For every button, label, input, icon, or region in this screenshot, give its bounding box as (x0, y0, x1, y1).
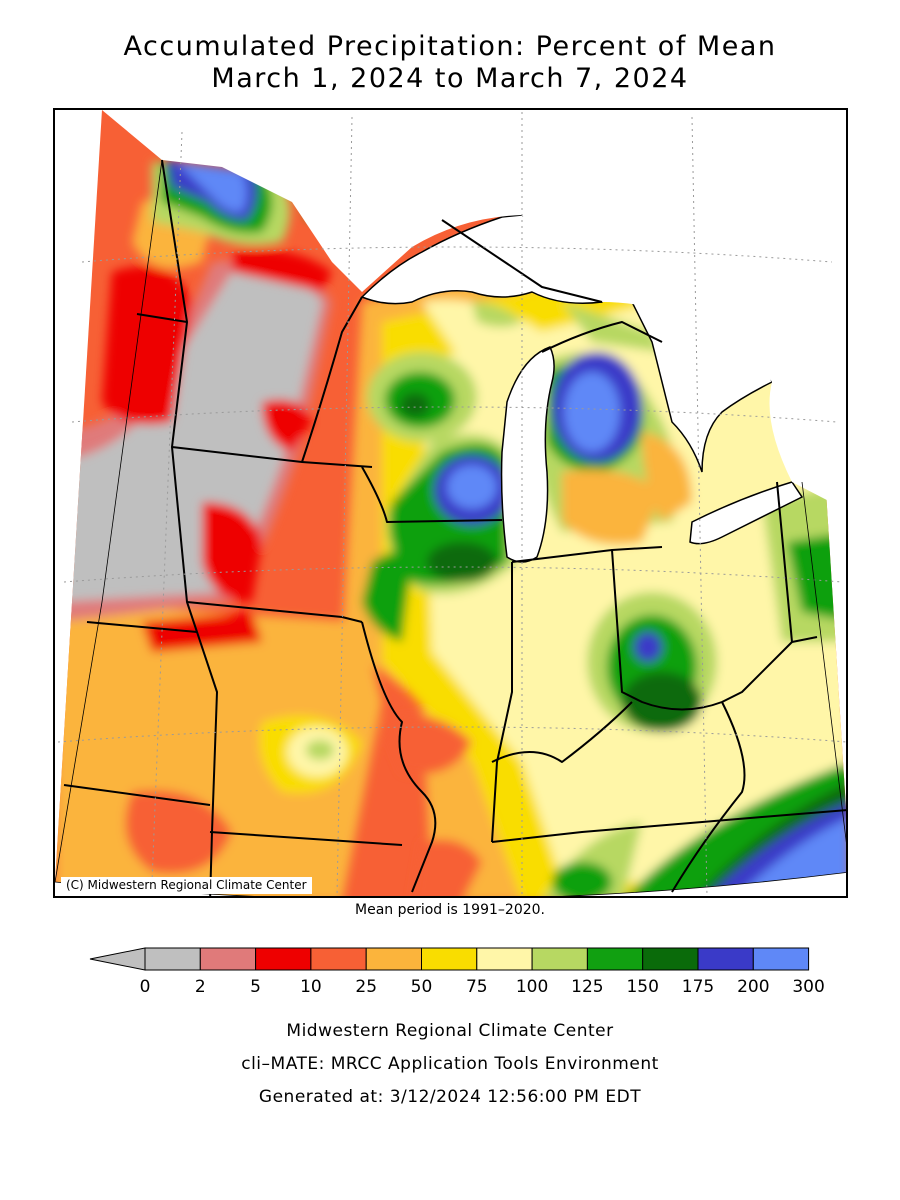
color-legend: 0 2 5 10 25 50 75 100 125 150 175 200 300 (89, 947, 825, 997)
boundary-mississippi (361, 621, 437, 893)
legend-tick-label: 125 (571, 977, 603, 997)
field-sw-wi-green (362, 552, 412, 642)
legend-tick-label: 150 (626, 977, 658, 997)
field-dry-gray (55, 272, 322, 602)
canada-unshaded (102, 110, 846, 510)
footer-organization: Midwestern Regional Climate Center (286, 1021, 614, 1041)
field-in-dark-blue (634, 632, 662, 662)
boundary-oh-pa (776, 481, 793, 643)
field-southern-il-orange-red (412, 839, 482, 896)
field-nw-blue (177, 162, 247, 213)
field-up-yellow (422, 300, 562, 372)
field-stl-orange-red (382, 715, 472, 774)
mean-period-note: Mean period is 1991–2020. (355, 902, 545, 918)
footer-generated-time: Generated at: 3/12/2024 12:56:00 PM EDT (258, 1087, 642, 1107)
boundary-west (161, 159, 218, 896)
boundary-mn-wi (301, 296, 363, 463)
legend-swatch (476, 947, 533, 971)
boundary-ne-ks (86, 621, 198, 633)
legend-tick-label: 10 (300, 977, 322, 997)
boundary-ia-mo (186, 601, 363, 623)
map-title: Accumulated Precipitation: Percent of Me… (123, 31, 777, 62)
legend-tick-label: 25 (355, 977, 377, 997)
map-canvas (55, 110, 846, 896)
legend-tick-label: 175 (682, 977, 714, 997)
legend-swatch (255, 947, 312, 971)
boundary-il-in (491, 562, 513, 843)
legend-tick-label: 5 (250, 977, 261, 997)
lat-lon-grid (57, 112, 846, 896)
field-il-dark-green (427, 542, 497, 582)
copyright-label: (C) Midwestern Regional Climate Center (61, 877, 312, 894)
boundary-ohio-river (491, 701, 633, 763)
field-wi-dark-green (400, 393, 430, 417)
legend-swatch (752, 947, 810, 971)
field-ne-red (142, 612, 262, 652)
boundary-ky-va (671, 701, 746, 893)
legend-tick-label: 75 (466, 977, 488, 997)
legend-arrow (89, 947, 146, 971)
precipitation-map: (C) Midwestern Regional Climate Center (53, 108, 848, 898)
legend-swatch (642, 947, 699, 971)
state-boundaries (63, 159, 846, 896)
field-mi-orange (562, 469, 662, 545)
legend-tick-label: 2 (195, 977, 206, 997)
field-mn-red (262, 399, 312, 452)
boundary-in-oh-ky (611, 549, 818, 711)
legend-tick-label: 100 (516, 977, 548, 997)
lake-erie (689, 481, 804, 545)
legend-swatch (531, 947, 588, 971)
field-up-green (472, 302, 522, 327)
field-nw-mn-red (232, 249, 332, 292)
field-sw-mo-orange-red (125, 790, 232, 874)
legend-swatch (199, 947, 257, 971)
legend-swatch (421, 947, 478, 971)
boundary-ks-ok (63, 784, 211, 806)
legend-swatch (144, 947, 201, 971)
legend-swatch (586, 947, 644, 971)
legend-tick-label: 50 (411, 977, 433, 997)
field-nd-red (102, 266, 192, 425)
legend-swatch (310, 947, 367, 971)
legend-tick-label: 300 (792, 977, 824, 997)
field-western-ky-green (552, 862, 612, 896)
field-wi-blue (447, 465, 497, 509)
boundary-nd-sd (136, 313, 188, 323)
legend-swatch (697, 947, 754, 971)
map-date-range: March 1, 2024 to March 7, 2024 (211, 63, 689, 94)
boundary-ky-tn (491, 809, 846, 843)
legend-tick-label: 200 (737, 977, 769, 997)
boundary-superior-shore (441, 219, 603, 303)
field-in-dark-green (622, 672, 702, 732)
field-ia-red (202, 502, 262, 602)
boundary-mo-ar (209, 831, 403, 846)
boundary-wi-il (361, 466, 503, 523)
field-mo-light-green (306, 740, 334, 760)
field-mi-thumb-orange (642, 432, 692, 522)
legend-swatch (365, 947, 423, 971)
legend-tick-label: 0 (140, 977, 151, 997)
footer-tool-name: cli–MATE: MRCC Application Tools Environ… (241, 1054, 659, 1074)
field-mi-blue (564, 372, 620, 452)
boundary-up-mi (541, 321, 663, 353)
field-eastern-up-green (562, 302, 662, 352)
